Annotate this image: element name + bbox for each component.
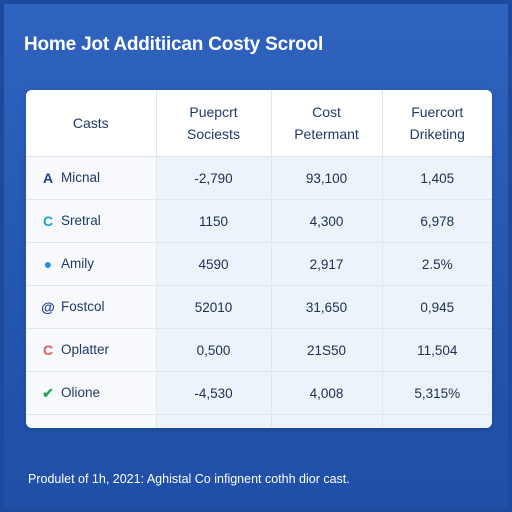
row-label: Amily xyxy=(61,255,94,271)
row-label: Fostcol xyxy=(61,298,105,314)
table-row[interactable]: ✔ Olione -4,530 4,008 5,315% xyxy=(26,371,492,415)
letter-c-icon: C xyxy=(42,213,54,230)
table-cell-empty xyxy=(156,414,272,428)
table-cell: 4,300 xyxy=(271,199,383,243)
table-row-empty xyxy=(26,414,492,428)
table-cell: 2.5% xyxy=(382,242,492,286)
row-label: Micnal xyxy=(61,169,101,185)
table-cell: 1150 xyxy=(156,199,272,243)
table-cell: 2,917 xyxy=(271,242,383,286)
column-header-casts[interactable]: Casts xyxy=(26,90,157,157)
letter-a-icon: A xyxy=(42,170,54,187)
column-header-text: Driketing xyxy=(409,126,465,142)
data-table-card: Casts Puepcrt Sociests Cost Petermant Fuer… xyxy=(26,90,492,428)
row-label-cell: C Sretral xyxy=(26,199,157,243)
row-label-cell: @ Fostcol xyxy=(26,285,157,329)
column-header-text: Petermant xyxy=(294,126,359,142)
table-cell: -4,530 xyxy=(156,371,272,415)
footer-note: Produlet of 1h, 2021: Aghistal Co infign… xyxy=(28,472,350,486)
table-row[interactable]: C Oplatter 0,500 21S50 11,504 xyxy=(26,328,492,372)
row-label-cell: ● Amily xyxy=(26,242,157,286)
row-label: Sretral xyxy=(61,212,101,228)
table-cell: 21S50 xyxy=(271,328,383,372)
table-cell: 6,978 xyxy=(382,199,492,243)
table-cell: 4590 xyxy=(156,242,272,286)
table-cell: -2,790 xyxy=(156,156,272,200)
row-label-cell: A Micnal xyxy=(26,156,157,200)
row-label: Olione xyxy=(61,384,101,400)
table-cell-empty xyxy=(382,414,492,428)
row-label-cell: C Oplatter xyxy=(26,328,157,372)
table-cell: 0,945 xyxy=(382,285,492,329)
column-header-fuercort-driketing[interactable]: Fuercort Driketing xyxy=(382,90,492,157)
table-row[interactable]: ● Amily 4590 2,917 2.5% xyxy=(26,242,492,286)
column-header-text: Puepcrt xyxy=(189,104,238,120)
column-header-cost-petermant[interactable]: Cost Petermant xyxy=(271,90,383,157)
column-header-text: Casts xyxy=(72,115,109,131)
table-cell-empty xyxy=(271,414,383,428)
table-cell: 31,650 xyxy=(271,285,383,329)
table-row[interactable]: C Sretral 1150 4,300 6,978 xyxy=(26,199,492,243)
column-header-puepcrt-sociests[interactable]: Puepcrt Sociests xyxy=(156,90,272,157)
column-header-text: Fuercort xyxy=(411,104,464,120)
column-header-text: Sociests xyxy=(187,126,240,142)
table-row[interactable]: @ Fostcol 52010 31,650 0,945 xyxy=(26,285,492,329)
page-title: Home Jot Additiican Costy Scrool xyxy=(24,34,324,55)
table-cell: 5,315% xyxy=(382,371,492,415)
table-cell: 52010 xyxy=(156,285,272,329)
ring-icon: C xyxy=(42,342,54,359)
table-cell: 4,008 xyxy=(271,371,383,415)
table-cell: 93,100 xyxy=(271,156,383,200)
table-row[interactable]: A Micnal -2,790 93,100 1,405 xyxy=(26,156,492,200)
table-cell: 0,500 xyxy=(156,328,272,372)
table-cell: 11,504 xyxy=(382,328,492,372)
table-cell-empty xyxy=(26,414,157,428)
table-body: A Micnal -2,790 93,100 1,405 C Sretral 1150 4,30… xyxy=(26,156,492,428)
check-circle-icon: ✔ xyxy=(42,384,54,401)
at-icon: @ xyxy=(41,299,55,316)
table-cell: 1,405 xyxy=(382,156,492,200)
table-header-row: Casts Puepcrt Sociests Cost Petermant Fuer… xyxy=(26,90,492,157)
column-header-text: Cost xyxy=(312,104,341,120)
data-table: Casts Puepcrt Sociests Cost Petermant Fuer… xyxy=(26,90,492,428)
drop-icon: ● xyxy=(43,256,53,273)
row-label: Oplatter xyxy=(61,341,110,357)
row-label-cell: ✔ Olione xyxy=(26,371,157,415)
